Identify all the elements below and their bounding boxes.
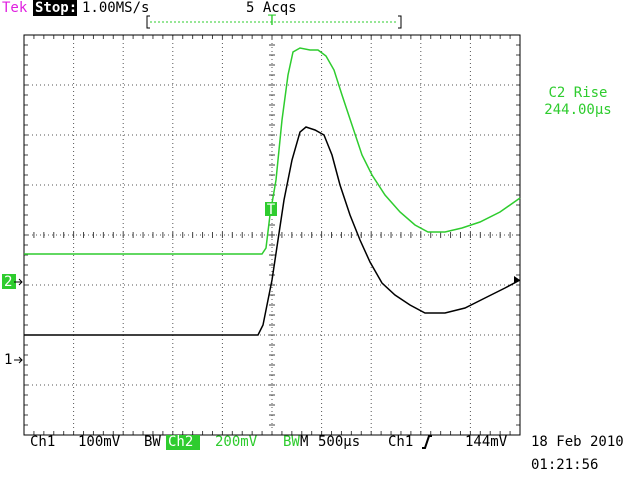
trigger-marker: T	[267, 202, 276, 218]
date: 18 Feb 2010	[531, 434, 624, 450]
timebase-scale: 500µs	[318, 434, 360, 450]
ch2-marker: 2	[4, 274, 12, 290]
time: 01:21:56	[531, 457, 598, 473]
measurement-value: 244.00µs	[544, 102, 611, 118]
ch2-label: Ch2	[168, 434, 193, 450]
trigger-position: T	[268, 13, 277, 29]
ch1-marker: 1	[4, 352, 12, 368]
graticule	[24, 35, 520, 435]
measurement-label: C2 Rise	[548, 85, 607, 101]
status: Stop:	[35, 0, 77, 16]
brand: Tek	[2, 0, 28, 16]
ch2-label-box	[166, 435, 200, 450]
ch2-bandwidth: BW	[283, 434, 300, 450]
timebase-label: M	[300, 434, 308, 450]
ch1-bandwidth: BW	[144, 434, 161, 450]
trigger-level: 144mV	[465, 434, 508, 450]
record-bracket	[146, 15, 402, 29]
trigger-level-arrow	[514, 276, 520, 284]
trigger-marker-box	[265, 202, 277, 216]
status-box	[33, 0, 77, 16]
ch1-trace	[24, 126, 521, 336]
ch1-label: Ch1	[30, 434, 55, 450]
ch1-scale: 100mV	[78, 434, 121, 450]
ch2-trace	[24, 47, 521, 255]
ch2-scale: 200mV	[215, 434, 258, 450]
sample-rate: 1.00MS/s	[82, 0, 149, 16]
ch2-arrow	[14, 278, 23, 286]
trigger-slope	[422, 435, 432, 449]
ch2-marker-box	[2, 274, 16, 289]
graticule-frame	[23, 34, 521, 436]
trigger-source: Ch1	[388, 434, 413, 450]
ch1-arrow	[14, 356, 23, 364]
acquisitions: 5 Acqs	[246, 0, 297, 16]
